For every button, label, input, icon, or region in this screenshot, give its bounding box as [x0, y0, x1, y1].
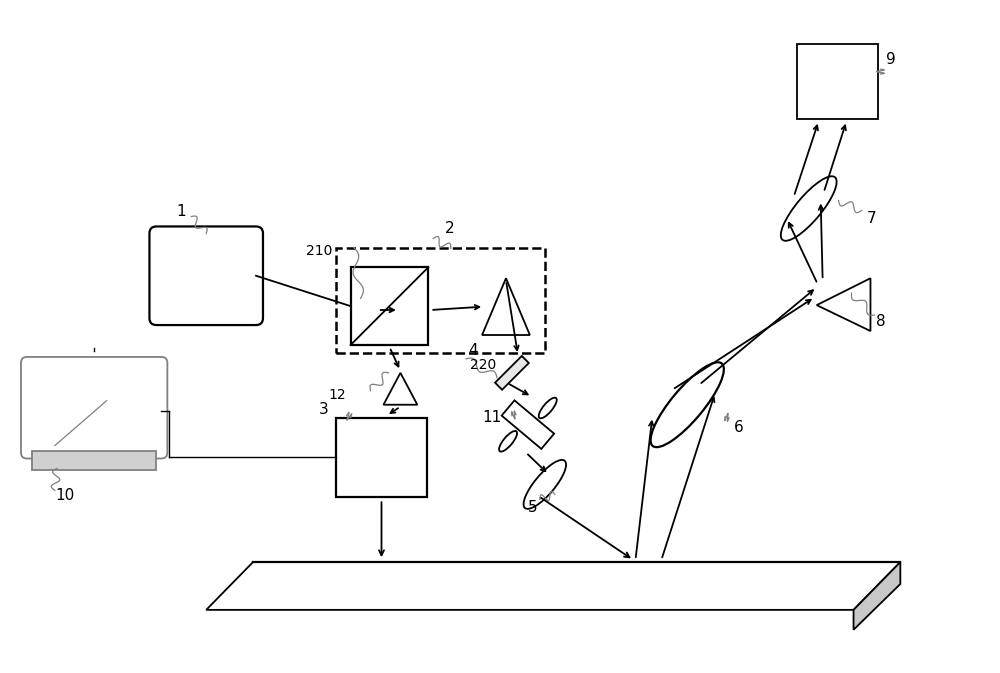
Text: 210: 210 [306, 244, 332, 258]
Polygon shape [206, 562, 900, 610]
Text: 9: 9 [886, 52, 896, 67]
Text: 2: 2 [445, 221, 455, 236]
Text: 4: 4 [468, 343, 478, 359]
Polygon shape [495, 356, 529, 390]
Bar [336, 248, 545, 353]
Bar [32, 450, 156, 470]
Bar [797, 44, 878, 119]
Text: 6: 6 [734, 420, 744, 435]
Text: 1: 1 [176, 204, 186, 219]
Text: 220: 220 [470, 358, 496, 372]
Text: 10: 10 [55, 488, 74, 503]
Text: 11: 11 [482, 410, 501, 425]
Text: 7: 7 [866, 211, 876, 226]
Text: 3: 3 [319, 402, 329, 417]
Polygon shape [854, 562, 900, 630]
Text: 5: 5 [528, 500, 538, 515]
Text: 12: 12 [329, 388, 346, 402]
Bar [351, 267, 428, 345]
Text: 8: 8 [876, 314, 886, 328]
Bar [336, 418, 427, 497]
